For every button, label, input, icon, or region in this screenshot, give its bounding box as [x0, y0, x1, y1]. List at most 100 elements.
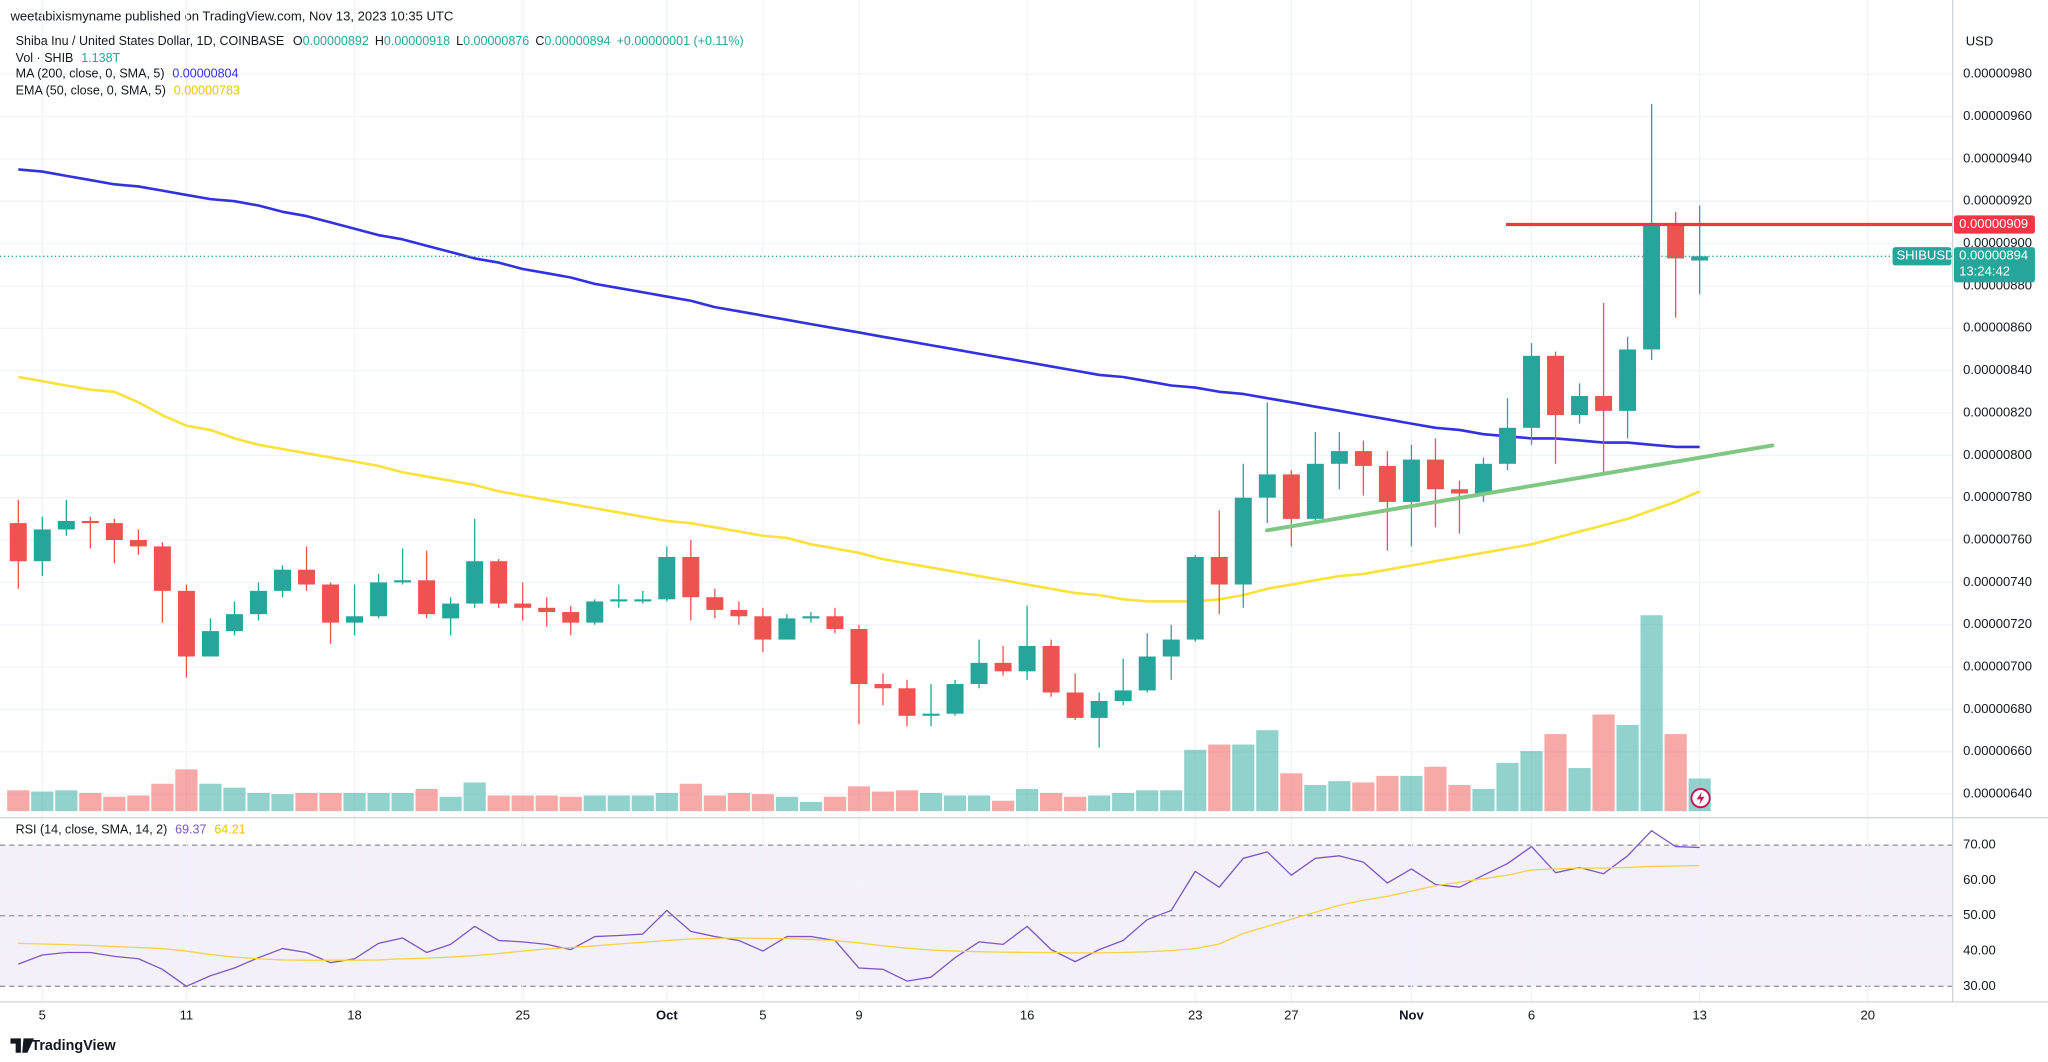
volume-bar [1112, 792, 1135, 812]
horizontal-line-label: 0.00000909 [1959, 216, 2028, 231]
volume-bar [151, 783, 174, 812]
volume-bar [103, 796, 126, 812]
legend-o: O [293, 34, 303, 48]
y-tick-label: 0.00000940 [1963, 150, 2032, 165]
candle-body [105, 523, 123, 541]
volume-bar [1160, 790, 1183, 812]
legend-ma: MA (200, close, 0, SMA, 5) 0.00000804 [16, 67, 239, 81]
legend-main: Shiba Inu / United States Dollar, 1D, CO… [16, 34, 744, 48]
candle-body [418, 580, 436, 615]
volume-bar [775, 796, 799, 812]
grid-layer: 0.00000640 0.00000660 0.00000680 0.00000700… [0, 0, 2032, 1023]
y-tick-label: 0.00000900 [1963, 235, 2032, 250]
rsi-band [0, 845, 1953, 987]
legend-rsi: RSI (14, close, SMA, 14, 2) 69.37 64.21 [16, 823, 246, 837]
volume-bar [199, 783, 222, 812]
y-tick-label: 0.00000760 [1963, 531, 2032, 546]
candle-body [1402, 459, 1420, 502]
y-tick-label: 0.00000960 [1963, 108, 2032, 123]
volume-bar [991, 800, 1015, 812]
candle-body [1186, 556, 1204, 640]
rsi-tick-label: 50.00 [1963, 907, 1996, 922]
rsi-tick-label: 30.00 [1963, 978, 1996, 993]
candle-body [1643, 224, 1661, 350]
x-tick-label: 23 [1188, 1008, 1203, 1023]
ema-last: 0.00000783 [174, 84, 240, 98]
candle-body [898, 688, 916, 716]
volume-bar [223, 787, 246, 812]
candle-body [634, 599, 652, 602]
candle-body [850, 628, 868, 685]
rsi-tick-label: 40.00 [1963, 943, 1996, 958]
volume-bar [175, 769, 198, 812]
y-tick-label: 0.00000720 [1963, 616, 2032, 631]
candle-body [394, 580, 412, 583]
legend-low: 0.00000876 [463, 34, 529, 48]
legend-close: 0.00000894 [544, 34, 610, 48]
volume-bar [1232, 744, 1255, 812]
ma-name: MA (200, close, 0, SMA, 5) [16, 67, 165, 81]
volume-bar [751, 794, 774, 812]
candle-body [1354, 451, 1372, 466]
volume-bar [415, 788, 438, 812]
candle-body [1066, 692, 1084, 718]
x-tick-label: 5 [39, 1008, 46, 1023]
countdown-label: 13:24:42 [1959, 263, 2010, 278]
volume-bar [1664, 734, 1687, 812]
y-tick-label: 0.00000740 [1963, 574, 2032, 589]
volume-bar [1040, 792, 1063, 812]
x-tick-label: Nov [1399, 1008, 1424, 1023]
x-tick-label: 6 [1528, 1008, 1535, 1023]
candle-body [1450, 489, 1468, 494]
candle-body [1330, 451, 1348, 464]
y-tick-label: 0.00000660 [1963, 743, 2032, 758]
brand-logo [10, 1038, 34, 1053]
candle-body [730, 609, 748, 617]
volume-bar [1400, 775, 1423, 812]
candle-body [442, 603, 460, 619]
symbol-label: SHIBUSD [1896, 248, 1954, 263]
x-tick-label: 16 [1020, 1008, 1035, 1023]
moving-average-line [18, 168, 1700, 449]
volume-bar [919, 792, 943, 812]
volume-bar [1352, 782, 1375, 812]
legend-h: H [375, 34, 384, 48]
rsi-line [18, 830, 1700, 987]
volume-bar [943, 795, 967, 812]
y-tick-label: 0.00000800 [1963, 447, 2032, 462]
candle-body [658, 556, 676, 600]
y-tick-label: 0.00000820 [1963, 404, 2032, 419]
volume-bar [1616, 724, 1639, 812]
legend-ema: EMA (50, close, 0, SMA, 5) 0.00000783 [16, 84, 240, 98]
candle-body [9, 523, 27, 562]
volume-bar [559, 796, 582, 812]
volume-bar [1208, 744, 1231, 812]
candle-body [1162, 639, 1180, 657]
volume-bar [1016, 788, 1039, 812]
legend-high: 0.00000918 [384, 34, 450, 48]
candle-body [201, 631, 219, 657]
volume-bar [295, 792, 318, 812]
event-icon-bolt [1696, 791, 1705, 805]
volume-bar [1328, 781, 1351, 812]
y-tick-label: 0.00000860 [1963, 320, 2032, 335]
legend-c: C [535, 34, 544, 48]
candle-body [826, 616, 844, 629]
candle-body [1474, 463, 1492, 494]
volume-bar [487, 795, 510, 812]
rsi-ma-last: 64.21 [214, 823, 245, 837]
legend-open: 0.00000892 [303, 34, 369, 48]
candle-body [802, 616, 820, 619]
volume-bar [1640, 615, 1663, 812]
volume-bar [271, 794, 294, 812]
volume-bar [631, 795, 654, 812]
candle-body [1018, 645, 1036, 672]
candle-body [1042, 645, 1060, 693]
ema-name: EMA (50, close, 0, SMA, 5) [16, 84, 166, 98]
volume-bar [1568, 768, 1591, 812]
horizontal-line-label-bg [1953, 215, 2035, 234]
candle-body [994, 662, 1012, 672]
